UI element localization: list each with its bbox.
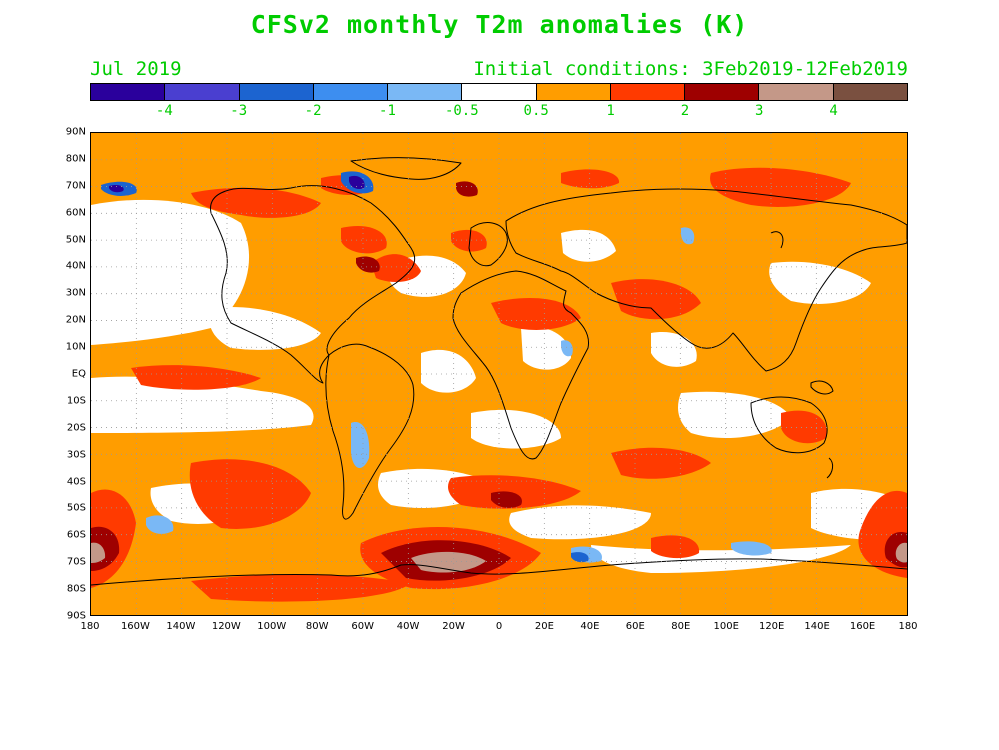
latitude-label: 80S <box>66 583 86 595</box>
latitude-label: 10N <box>65 341 86 353</box>
longitude-label: 80E <box>671 621 691 632</box>
colorbar-segment <box>536 84 611 100</box>
cool-regions <box>146 227 772 563</box>
latitude-label: 40N <box>65 260 86 272</box>
longitude-label: 120E <box>758 621 785 632</box>
longitude-label: 60E <box>625 621 645 632</box>
forecast-month: Jul 2019 <box>90 58 182 80</box>
map-title: CFSv2 monthly T2m anomalies (K) <box>250 10 749 39</box>
anomaly-map-svg <box>91 133 907 615</box>
latitude-label: 50S <box>66 502 86 514</box>
latitude-label: 10S <box>66 395 86 407</box>
latitude-label: 60S <box>66 529 86 541</box>
anomaly-map <box>90 132 908 616</box>
colorbar-segment <box>165 84 240 100</box>
longitude-label: 60W <box>351 621 374 632</box>
colorbar-segment <box>833 84 907 100</box>
latitude-label: 80N <box>65 153 86 165</box>
latitude-label: 90N <box>65 126 86 138</box>
longitude-label: 140E <box>804 621 830 632</box>
colorbar-segment <box>388 84 463 100</box>
latitude-label: 50N <box>65 234 86 246</box>
longitude-label: 180 <box>898 621 918 632</box>
longitude-label: 20W <box>442 621 465 632</box>
colorbar-segment <box>610 84 686 100</box>
colorbar-tick-label: -0.5 <box>444 103 479 119</box>
colorbar-segment <box>313 84 389 100</box>
latitude-label: 60N <box>65 207 86 219</box>
colorbar-tick-label: 2 <box>680 103 690 119</box>
longitude-label: 100E <box>713 621 739 632</box>
longitude-label: 120W <box>211 621 241 632</box>
colorbar-tick-label: -2 <box>304 103 322 119</box>
latitude-label: 70S <box>66 556 86 568</box>
colorbar-tick-label: 3 <box>755 103 764 119</box>
initial-conditions: Initial conditions: 3Feb2019-12Feb2019 <box>473 58 908 80</box>
colorbar-tick-label: 1 <box>606 103 615 119</box>
latitude-label: 70N <box>65 180 86 192</box>
longitude-label: 160E <box>849 621 876 632</box>
colorbar-segment <box>685 84 760 100</box>
latitude-label: 40S <box>66 476 86 488</box>
colorbar-tick-label: 0.5 <box>523 103 549 119</box>
gridlines <box>91 133 907 615</box>
longitude-label: 160W <box>120 621 150 632</box>
coastlines <box>91 157 907 586</box>
colorbar-segment <box>462 84 537 100</box>
latitude-label: 20S <box>66 422 86 434</box>
latitude-label: 20N <box>65 314 86 326</box>
coldest-spots <box>109 175 365 193</box>
neutral-regions <box>91 199 907 573</box>
colorbar-segment <box>239 84 314 100</box>
latitude-label: EQ <box>71 368 86 380</box>
colorbar-tick-label: 4 <box>829 103 838 119</box>
longitude-label: 180 <box>80 621 100 632</box>
longitude-label: 40E <box>580 621 600 632</box>
latitude-label: 30S <box>66 449 86 461</box>
longitude-label: 40W <box>396 621 420 632</box>
colorbar-tick-label: -3 <box>230 103 248 119</box>
colorbar-segment <box>91 84 166 100</box>
colorbar-segment <box>759 84 834 100</box>
longitude-label: 20E <box>534 621 554 632</box>
extreme-spots <box>91 542 907 573</box>
colorbar-tick-label: -1 <box>379 103 396 119</box>
longitude-label: 140W <box>166 621 196 632</box>
latitude-label: 90S <box>66 610 86 622</box>
longitude-label: 0 <box>495 621 503 632</box>
longitude-label: 100W <box>257 621 287 632</box>
longitude-label: 80W <box>305 621 329 632</box>
colorbar-tick-label: -4 <box>155 103 173 119</box>
colorbar <box>90 83 908 101</box>
latitude-label: 30N <box>65 287 86 299</box>
